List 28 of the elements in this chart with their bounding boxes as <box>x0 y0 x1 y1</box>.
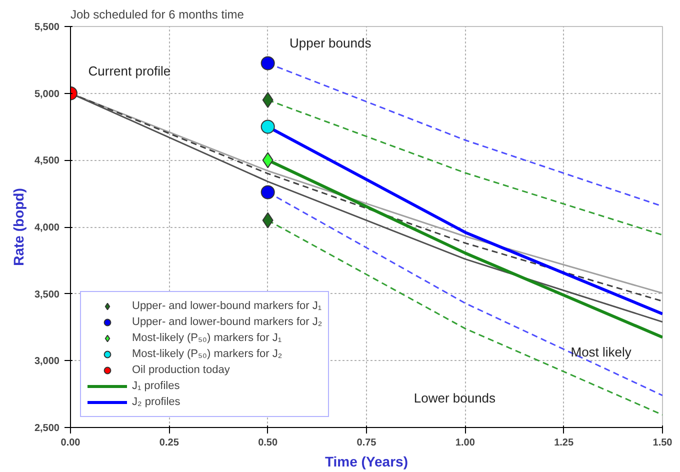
annotation: Current profile <box>88 64 171 79</box>
annotation: Most likely <box>570 344 632 360</box>
y-tick-label: 4,000 <box>34 222 60 234</box>
annotation: Lower bounds <box>414 390 496 406</box>
y-tick-label: 3,500 <box>34 289 60 300</box>
legend-label: Upper- and lower-bound markers for J₁ <box>132 299 322 314</box>
x-tick-label: 0.50 <box>258 438 278 448</box>
y-tick-label: 4,500 <box>34 156 60 167</box>
x-tick-label: 0.25 <box>159 438 180 448</box>
annotation: Upper bounds <box>290 36 372 51</box>
legend-label: Oil production today <box>132 363 230 378</box>
x-tick-label: 0.00 <box>60 438 81 448</box>
y-tick-label: 2,500 <box>34 423 60 434</box>
legend-label: Upper- and lower-bound markers for J₂ <box>132 315 322 330</box>
x-axis-title: Time (Years) <box>324 454 408 470</box>
x-tick-label: 1.00 <box>455 438 476 448</box>
chart-title: Job scheduled for 6 months time <box>70 8 244 22</box>
x-tick-label: 1.50 <box>652 438 673 448</box>
x-tick-label: 1.25 <box>554 438 574 448</box>
y-axis-title: Rate (bopd) <box>10 188 26 266</box>
legend-label: J₂ profiles <box>132 395 180 410</box>
legend-label: Most-likely (P₅₀) markers for J₂ <box>132 347 282 362</box>
y-tick-label: 3,000 <box>34 356 60 368</box>
legend-label: J₁ profiles <box>132 379 180 394</box>
x-tick-label: 0.75 <box>356 438 377 448</box>
y-tick-label: 5,000 <box>34 88 60 100</box>
legend-label: Most-likely (P₅₀) markers for J₁ <box>132 331 282 346</box>
y-tick-label: 5,500 <box>34 22 60 33</box>
